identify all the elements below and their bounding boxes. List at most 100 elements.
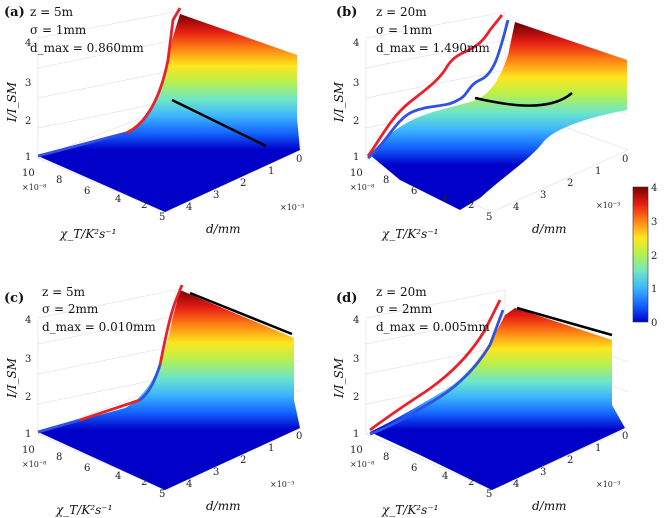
panel-a-dmax-line	[171, 98, 267, 148]
panel-d-ytick-10: 10	[350, 445, 363, 456]
panel-a-x-exponent: ×10⁻³	[280, 203, 304, 212]
panel-d-edge-red	[369, 299, 502, 432]
panel-d-ztick-2: 2	[353, 392, 359, 403]
panel-b-xtick-2: 2	[567, 178, 573, 189]
panel-d-xtick-0: 0	[622, 431, 628, 442]
panel-d-ytick-2: 2	[468, 477, 474, 488]
panel-d-ztick-1: 1	[353, 429, 359, 440]
panel-d-dmax-line	[516, 306, 613, 337]
panel-c-ztick-3: 3	[25, 354, 31, 365]
panel-a-edge-blue	[37, 131, 127, 158]
panel-c-annotation-sigma: σ = 2mm	[42, 302, 99, 316]
panel-a	[37, 7, 301, 213]
panel-d-surface	[370, 308, 625, 490]
panel-b-ylabel: χ_T/K²s⁻¹	[381, 227, 438, 241]
panel-b-ztick-4: 4	[353, 38, 359, 49]
panel-a-xlabel: d/mm	[206, 222, 240, 236]
panel-d-zlabel: I/I_SM	[332, 357, 346, 399]
panel-b-y-exponent: ×10⁻⁸	[350, 183, 374, 192]
panel-a-ylabel: χ_T/K²s⁻¹	[59, 227, 116, 241]
panel-a-ztick-3: 3	[25, 78, 31, 89]
panel-b-x-exponent: ×10⁻³	[596, 201, 620, 210]
panel-c-ytick-8: 8	[56, 452, 62, 463]
panel-c-label: (c)	[4, 291, 24, 306]
panel-a-xtick-2: 2	[240, 178, 246, 189]
panel-a-y-exponent: ×10⁻⁸	[22, 183, 46, 192]
panel-a-label: (a)	[4, 5, 25, 20]
panel-b-annotation-dmax: d_max = 1.490mm	[376, 41, 490, 55]
panel-b-label: (b)	[336, 5, 357, 20]
panel-c-xtick-1: 1	[268, 443, 274, 454]
panel-d-x-exponent: ×10⁻³	[596, 480, 620, 489]
panel-c-xtick-3: 3	[213, 467, 219, 478]
panel-a-annotation-dmax: d_max = 0.860mm	[30, 41, 144, 55]
colorbar-tick-3: 3	[651, 217, 657, 228]
panel-c-ztick-4: 4	[25, 315, 31, 326]
panel-b-ztick-1: 1	[353, 152, 359, 163]
panel-b-edge-red	[366, 14, 504, 157]
panel-d-y-exponent: ×10⁻⁸	[350, 460, 374, 469]
panel-b-xtick-3: 3	[540, 190, 546, 201]
panel-a-ytick-10: 10	[22, 168, 35, 179]
panel-c-ylabel: χ_T/K²s⁻¹	[55, 503, 112, 517]
panel-c-x-exponent: ×10⁻³	[270, 480, 294, 489]
panel-b-xtick-0: 0	[622, 154, 628, 165]
panel-b-ytick-8: 8	[383, 175, 389, 186]
panel-d-ztick-3: 3	[353, 354, 359, 365]
panel-c-ytick-4: 4	[115, 471, 121, 482]
panel-d-annotation-z: z = 20m	[376, 285, 427, 299]
panel-c	[37, 284, 301, 491]
panel-b-xlabel: d/mm	[532, 222, 566, 236]
panel-c-ztick-1: 1	[25, 429, 31, 440]
panel-b-dmax-line	[474, 92, 573, 107]
panel-b-edge-blue	[367, 19, 510, 160]
panel-b-xtick-5: 5	[486, 212, 492, 223]
panel-d-ytick-8: 8	[383, 452, 389, 463]
panel-d-xtick-1: 1	[595, 443, 601, 454]
panel-a-surface	[38, 14, 300, 212]
panel-b-zlabel: I/I_SM	[332, 81, 346, 123]
panel-c-xtick-2: 2	[240, 455, 246, 466]
panel-c-surface	[38, 290, 300, 490]
panel-c-edge-blue	[37, 364, 162, 434]
panel-a-ztick-2: 2	[25, 116, 31, 127]
panel-d-xlabel: d/mm	[532, 499, 566, 513]
panel-c-ytick-10: 10	[22, 445, 35, 456]
panel-c-edge-red	[79, 284, 184, 422]
panel-c-y-exponent: ×10⁻⁸	[22, 460, 46, 469]
panel-b-surface	[370, 22, 627, 210]
panel-c-zlabel: I/I_SM	[5, 357, 19, 399]
panel-b	[365, 11, 629, 213]
panel-c-ztick-2: 2	[25, 392, 31, 403]
colorbar-tick-2: 2	[651, 251, 657, 262]
panel-c-ytick-6: 6	[84, 463, 90, 474]
panel-c-annotation-dmax: d_max = 0.010mm	[42, 320, 156, 334]
panel-c-dmax-line	[189, 291, 293, 336]
panel-a-edge-red	[125, 7, 182, 135]
panel-d	[365, 289, 629, 491]
panel-a-ytick-2: 2	[141, 200, 147, 211]
panel-a-xtick-3: 3	[213, 190, 219, 201]
panel-b-ytick-10: 10	[350, 168, 363, 179]
panel-d-annotation-sigma: σ = 2mm	[376, 302, 433, 316]
panel-a-xtick-0: 0	[296, 154, 302, 165]
panel-d-xtick-4: 4	[513, 479, 519, 490]
panel-d-xtick-2: 2	[567, 455, 573, 466]
panel-a-xtick-4: 4	[186, 202, 192, 213]
panel-b-xtick-4: 4	[513, 202, 519, 213]
panel-a-ytick-8: 8	[56, 175, 62, 186]
panel-c-annotation-z: z = 5m	[42, 285, 86, 299]
panel-b-ytick-2: 2	[468, 200, 474, 211]
panel-d-label: (d)	[336, 291, 357, 306]
panel-c-xtick-5: 5	[159, 489, 165, 500]
colorbar-gradient	[632, 186, 649, 323]
panel-a-xtick-1: 1	[268, 166, 274, 177]
panel-b-annotation-sigma: σ = 1mm	[376, 23, 433, 37]
panel-d-ylabel: χ_T/K²s⁻¹	[381, 503, 438, 517]
panel-c-xlabel: d/mm	[206, 499, 240, 513]
panel-b-xtick-1: 1	[595, 166, 601, 177]
panel-a-ztick-1: 1	[25, 152, 31, 163]
panel-c-xtick-4: 4	[186, 479, 192, 490]
panel-d-ytick-6: 6	[411, 463, 417, 474]
